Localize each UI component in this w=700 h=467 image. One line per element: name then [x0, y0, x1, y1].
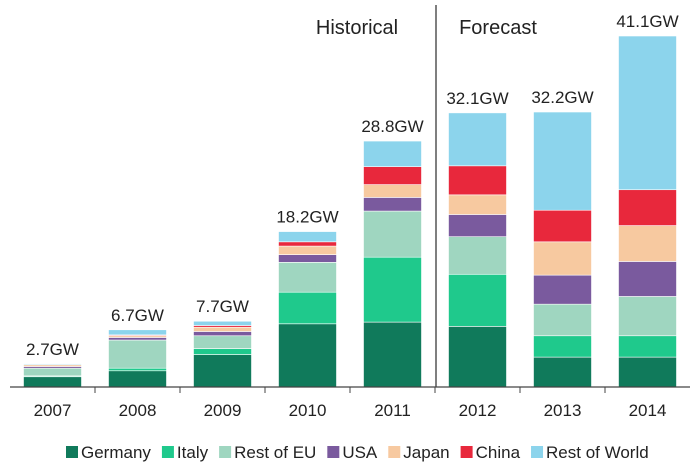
bar-segment — [23, 376, 82, 388]
legend-label: Rest of World — [546, 443, 649, 462]
bar-segment — [363, 210, 422, 258]
bar-segment — [448, 194, 507, 215]
bar-segment — [448, 273, 507, 327]
legend-swatch — [161, 446, 174, 458]
bar-segment — [618, 356, 677, 388]
bar-segment — [533, 274, 592, 305]
bar-segment — [108, 370, 167, 388]
bar-segment — [448, 214, 507, 237]
x-tick-label: 2010 — [289, 401, 327, 420]
total-label: 7.7GW — [196, 297, 249, 316]
bar-segment — [108, 339, 167, 369]
bar-segment — [363, 166, 422, 185]
bar-segment — [193, 335, 252, 349]
bar-segment — [278, 291, 337, 325]
x-tick-label: 2013 — [544, 401, 582, 420]
bar-segment — [618, 296, 677, 337]
bar-segment — [618, 189, 677, 226]
legend-label: Germany — [81, 443, 151, 462]
bar-segment — [108, 329, 167, 336]
legend-label: Japan — [403, 443, 449, 462]
legend-swatch — [531, 446, 544, 458]
legend-label: Rest of EU — [234, 443, 316, 462]
x-tick-label: 2011 — [374, 401, 411, 420]
bar-segment — [108, 367, 167, 372]
bar-segment — [363, 197, 422, 212]
bar-segment — [278, 241, 337, 247]
legend-swatch — [219, 446, 232, 458]
bar-segment — [363, 140, 422, 167]
total-label: 18.2GW — [276, 208, 338, 227]
x-tick-label: 2012 — [459, 401, 497, 420]
bar-segment — [363, 321, 422, 388]
total-label: 32.1GW — [446, 89, 508, 108]
bar-segment — [278, 323, 337, 388]
bar-segment — [193, 354, 252, 388]
bar-segment — [193, 331, 252, 337]
bar-segment — [363, 184, 422, 198]
bar-segment — [23, 363, 82, 366]
legend-swatch — [66, 446, 78, 458]
legend-label: Italy — [177, 443, 209, 462]
total-label: 28.8GW — [361, 117, 423, 136]
bar-segment — [193, 348, 252, 355]
x-tick-label: 2007 — [34, 401, 72, 420]
bar-segment — [23, 367, 82, 377]
legend-swatch — [460, 446, 473, 458]
bar-segment — [448, 236, 507, 275]
legend-label: China — [476, 443, 521, 462]
bar-segment — [533, 241, 592, 276]
legend-swatch — [388, 446, 401, 458]
bar-segment — [278, 254, 337, 263]
bar-segment — [363, 256, 422, 323]
legend-label: USA — [342, 443, 378, 462]
total-label: 2.7GW — [26, 340, 79, 359]
x-tick-label: 2008 — [119, 401, 157, 420]
bar-segment — [193, 320, 252, 326]
bar-segment — [108, 337, 167, 341]
legend-swatch — [327, 446, 340, 458]
bar-segment — [618, 261, 677, 297]
annotation: Forecast — [459, 17, 537, 39]
bar-segment — [278, 262, 337, 293]
bar-segment — [533, 356, 592, 388]
total-label: 32.2GW — [531, 88, 593, 107]
annotation: Historical — [316, 17, 398, 39]
bar-segment — [618, 35, 677, 191]
x-tick-label: 2014 — [629, 401, 667, 420]
total-label: 41.1GW — [616, 12, 678, 31]
total-label: 6.7GW — [111, 306, 164, 325]
bar-segment — [533, 303, 592, 337]
bar-segment — [193, 326, 252, 332]
bar-segment — [448, 112, 507, 167]
bar-segment — [448, 326, 507, 388]
bar-segment — [448, 165, 507, 196]
bar-segment — [533, 111, 592, 211]
bar-segment — [278, 231, 337, 243]
bar-segment — [618, 225, 677, 262]
bar-segment — [618, 335, 677, 358]
bar-segment — [533, 335, 592, 358]
x-tick-label: 2009 — [204, 401, 242, 420]
bar-segment — [533, 209, 592, 243]
bar-segment — [278, 245, 337, 255]
